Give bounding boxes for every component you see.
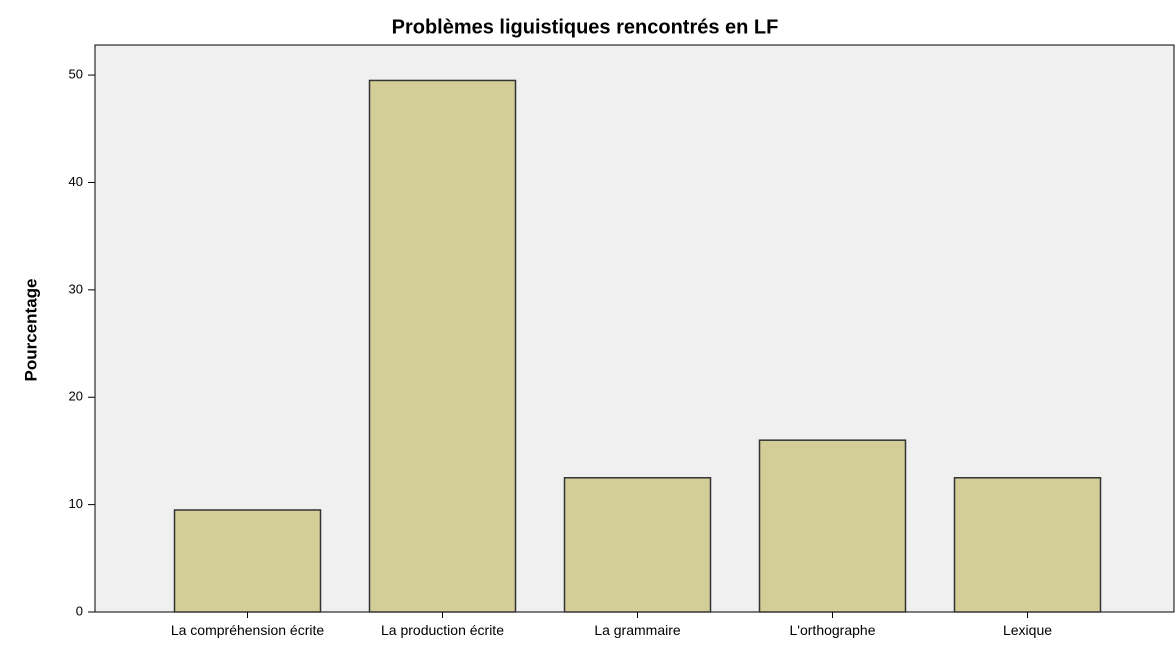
x-tick-label: La grammaire xyxy=(594,622,681,638)
y-tick-label: 40 xyxy=(69,174,83,189)
x-tick-label: L'orthographe xyxy=(789,622,876,638)
x-tick-label: La compréhension écrite xyxy=(170,622,325,638)
bar xyxy=(368,79,517,613)
y-tick-label: 0 xyxy=(76,603,83,618)
y-tick-label: 20 xyxy=(69,389,83,404)
x-tick-label: Lexique xyxy=(1002,622,1053,638)
chart-title: Problèmes liguistiques rencontrés en LF xyxy=(392,16,779,38)
y-tick-label: 50 xyxy=(69,67,83,82)
bar xyxy=(758,439,907,613)
y-axis-label: Pourcentage xyxy=(21,279,40,382)
x-tick-label: La production écrite xyxy=(381,622,504,638)
y-tick-label: 10 xyxy=(69,496,83,511)
bar xyxy=(563,477,712,613)
y-tick-label: 30 xyxy=(69,281,83,296)
bar xyxy=(173,509,322,613)
bar xyxy=(953,477,1102,613)
